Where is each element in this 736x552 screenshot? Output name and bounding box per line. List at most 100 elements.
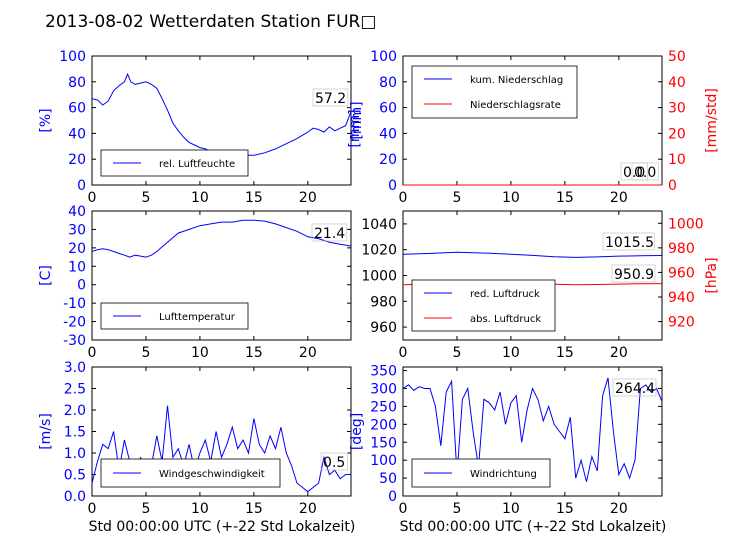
x-tick-label: 15 (556, 345, 574, 361)
y-tick-label-right: 0 (668, 178, 677, 194)
panel-humidity: 0 5 10 15 20 0 20 40 60 80 100 [%] rel. Luftfeuchte 5… (38, 49, 352, 206)
y-tick-label: -20 (63, 315, 86, 331)
legend-label: red. Luftdruck (470, 289, 540, 300)
y-tick-label-right: 50 (668, 49, 686, 65)
series-line (402, 251, 663, 258)
x-tick-label: 5 (141, 501, 150, 517)
y-tick-label-right: 20 (668, 126, 686, 142)
x-tick-label: 20 (610, 501, 628, 517)
series-line (91, 72, 352, 156)
value-annotation: 21.4 (314, 226, 345, 242)
value-annotation: 0.0 (634, 165, 656, 181)
y-tick-label: 0 (77, 178, 86, 194)
y-tick-label: 0.0 (64, 489, 86, 505)
y-tick-label-right: 10 (668, 152, 686, 168)
x-tick-label: 20 (299, 501, 317, 517)
legend-label: Niederschlagsrate (470, 100, 561, 111)
value-annotation: 0.0 (623, 165, 645, 181)
x-tick-label: 10 (191, 345, 209, 361)
value-annotation: 0.5 (323, 455, 345, 471)
x-tick-label: 20 (299, 345, 317, 361)
annotation-box (611, 264, 656, 283)
legend-label: kum. Niederschlag (470, 75, 563, 86)
panel-wind-direction: 0 5 10 15 20050100150200250300350[deg]Windri… (349, 364, 663, 517)
annotation-box (612, 378, 657, 397)
y-tick-label: 50 (379, 471, 397, 487)
x-tick-label: 0 (88, 501, 97, 517)
value-annotation: 264.4 (615, 381, 655, 397)
y-tick-label: 200 (370, 417, 397, 433)
y-axis-label-right: [hPa] (704, 257, 720, 293)
legend-box (411, 65, 578, 119)
legend-label: Windrichtung (470, 469, 537, 480)
y-tick-label: 30 (68, 222, 86, 238)
y-tick-label-right: 940 (668, 290, 695, 306)
y-tick-label: 0 (77, 278, 86, 294)
y-tick-label: 1040 (361, 217, 397, 233)
legend-box (411, 279, 556, 332)
annotation-box (312, 88, 349, 107)
y-tick-label: 980 (370, 294, 397, 310)
x-tick-label: 0 (399, 345, 408, 361)
x-tick-label: 0 (399, 501, 408, 517)
x-tick-label: 0 (88, 190, 97, 206)
annotation-box (631, 162, 659, 181)
x-tick-label: 15 (245, 345, 263, 361)
y-tick-label: 300 (370, 382, 397, 398)
y-tick-label: 100 (370, 453, 397, 469)
y-tick-label: 60 (379, 101, 397, 117)
series-line (402, 377, 663, 482)
x-tick-label: 0 (88, 345, 97, 361)
legend-label: abs. Luftdruck (470, 314, 541, 325)
y-axis-label: [mm] (349, 101, 365, 139)
y-tick-label: 20 (68, 241, 86, 257)
y-tick-label: 10 (68, 259, 86, 275)
x-tick-label: 5 (452, 345, 461, 361)
y-tick-label-right: 960 (668, 265, 695, 281)
y-tick-label: 960 (370, 320, 397, 336)
y-tick-label: 3.0 (64, 360, 86, 376)
x-tick-label: 10 (502, 501, 520, 517)
y-tick-label-right: 1000 (668, 216, 704, 232)
x-tick-label: 10 (191, 501, 209, 517)
y-axis-label: [mm] (347, 109, 363, 147)
y-tick-label: 250 (370, 399, 397, 415)
panel-precipitation: 0 5 10 15 20 0 20 40 60 80 100 0 10 20 30 40 50 [mm][mm] [… (347, 49, 720, 206)
x-tick-label: 15 (245, 501, 263, 517)
x-tick-label: 5 (141, 345, 150, 361)
legend-label: rel. Luftfeuchte (159, 159, 235, 170)
annotation-box (320, 452, 348, 471)
y-tick-label: 60 (68, 101, 86, 117)
y-tick-label: 80 (379, 75, 397, 91)
value-annotation: 950.9 (614, 267, 654, 283)
value-annotation: 1015.5 (605, 235, 654, 251)
y-axis-label: [m/s] (38, 413, 54, 450)
y-tick-label-right: 980 (668, 241, 695, 257)
y-tick-label: 1020 (361, 243, 397, 259)
y-axis-label: [deg] (349, 413, 365, 450)
y-tick-label: 0 (388, 489, 397, 505)
y-tick-label: 100 (59, 49, 86, 65)
x-tick-label: 10 (502, 190, 520, 206)
panel-wind-speed: 0 5 10 15 20 0.0 0.5 1.0 1.5 2.0 2.5 3.0 [m/s] Windge… (38, 360, 352, 517)
y-axis-label-right: [mm/std] (704, 88, 720, 153)
y-tick-label: -10 (63, 296, 86, 312)
x-tick-label: 5 (452, 190, 461, 206)
y-tick-label: 1000 (361, 269, 397, 285)
annotation-box (602, 232, 655, 251)
y-tick-label: 40 (68, 126, 86, 142)
y-tick-label: 1.5 (64, 425, 86, 441)
x-tick-label: 15 (245, 190, 263, 206)
legend-box (100, 149, 249, 177)
panel-temperature: 0 5 10 15 20 -30 -20 -10 0 10 20 30 40 [C] Lufttempera… (38, 204, 352, 361)
y-tick-label: 80 (68, 75, 86, 91)
legend-label: Lufttemperatur (159, 312, 236, 323)
panel-pressure: 0 5 10 15 20 960 980 1000 1020 1040 920 940 960 980 10… (361, 210, 720, 361)
x-tick-label: 10 (191, 190, 209, 206)
y-tick-label: 150 (370, 435, 397, 451)
y-tick-label: 0.5 (64, 468, 86, 484)
y-tick-label: 2.0 (64, 403, 86, 419)
legend-label: Windgeschwindigkeit (159, 469, 265, 480)
y-tick-label: -30 (63, 333, 86, 349)
